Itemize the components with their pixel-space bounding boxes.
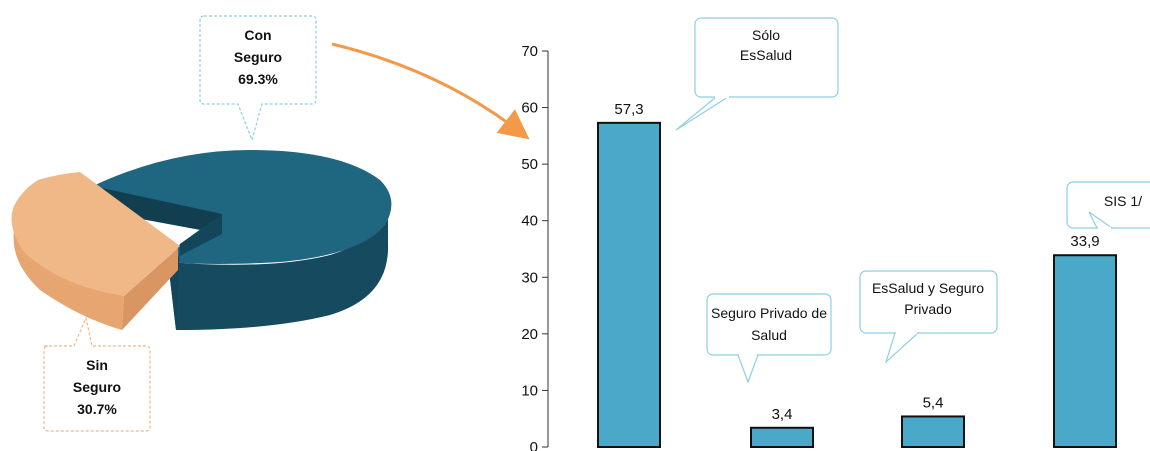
category-callout-tail xyxy=(737,354,759,384)
category-callout-tail xyxy=(884,332,920,364)
y-tick-label: 20 xyxy=(521,326,538,343)
y-tick-label: 30 xyxy=(521,269,538,286)
category-label: EsSalud y Seguro xyxy=(872,280,984,296)
bar-value-label: 5,4 xyxy=(923,394,944,411)
pie-value-sin: 30.7% xyxy=(77,401,117,417)
category-label: SIS 1/ xyxy=(1104,193,1142,209)
pie-callout-con-seguro: Con Seguro 69.3% xyxy=(199,15,317,142)
pie-chart: Con Seguro 69.3% Sin Seguro 30.7% xyxy=(11,15,392,432)
bar-value-label: 33,9 xyxy=(1070,233,1099,250)
pie-slice-con-seguro-wall xyxy=(93,186,222,234)
connector-arrow xyxy=(331,42,530,140)
category-callout-box xyxy=(694,17,839,98)
bar-value-label: 3,4 xyxy=(772,406,793,423)
category-callout: EsSalud y Seguro Privado xyxy=(859,270,998,364)
bar xyxy=(750,426,814,449)
y-tick-label: 60 xyxy=(521,100,538,117)
y-tick-label: 50 xyxy=(521,156,538,173)
y-tick-label: 40 xyxy=(521,213,538,230)
category-label: Sólo xyxy=(752,27,780,43)
bars xyxy=(597,121,1117,449)
category-callout-box xyxy=(859,270,998,334)
bar xyxy=(597,121,661,449)
pie-slice-con-seguro xyxy=(93,150,392,264)
pie-label-con-line1: Con xyxy=(244,27,271,43)
category-callout: Sólo EsSalud xyxy=(675,17,839,131)
pie-callout-sin-seguro: Sin Seguro 30.7% xyxy=(43,316,151,432)
category-callout: SIS 1/ xyxy=(1066,181,1150,230)
category-callout-box xyxy=(706,293,832,356)
category-label: Privado xyxy=(904,301,952,317)
bar-value-label: 57,3 xyxy=(614,101,643,118)
bar xyxy=(1053,254,1117,448)
bar-chart: 0 10 20 30 40 50 60 70 57,3 3,4 5,4 33,9 Sólo EsSal… xyxy=(521,17,1150,451)
pie-label-sin-line2: Seguro xyxy=(73,379,121,395)
y-tick-label: 0 xyxy=(530,439,538,451)
pie-slice-sin-seguro-wall xyxy=(122,248,178,330)
category-callout-tail xyxy=(675,96,731,131)
category-callouts: Sólo EsSalud Seguro Privado de Salud EsSalud… xyxy=(675,17,1150,384)
y-tick-label: 10 xyxy=(521,382,538,399)
bar xyxy=(901,415,965,448)
category-label: Salud xyxy=(751,327,787,343)
pie-slice-con-seguro-side xyxy=(168,190,389,330)
category-label: Seguro Privado de xyxy=(711,305,827,321)
category-label: EsSalud xyxy=(740,47,792,63)
pie-label-con-line2: Seguro xyxy=(234,49,282,65)
y-tick-label: 70 xyxy=(521,43,538,60)
pie-slice-con-seguro-wall-2 xyxy=(168,214,222,330)
y-axis: 0 10 20 30 40 50 60 70 xyxy=(521,43,549,451)
pie-slice-sin-seguro xyxy=(11,172,180,296)
category-callout: Seguro Privado de Salud xyxy=(706,293,832,384)
pie-value-con: 69.3% xyxy=(238,71,278,87)
value-labels: 57,3 3,4 5,4 33,9 xyxy=(614,101,1099,423)
pie-label-sin-line1: Sin xyxy=(86,357,108,373)
